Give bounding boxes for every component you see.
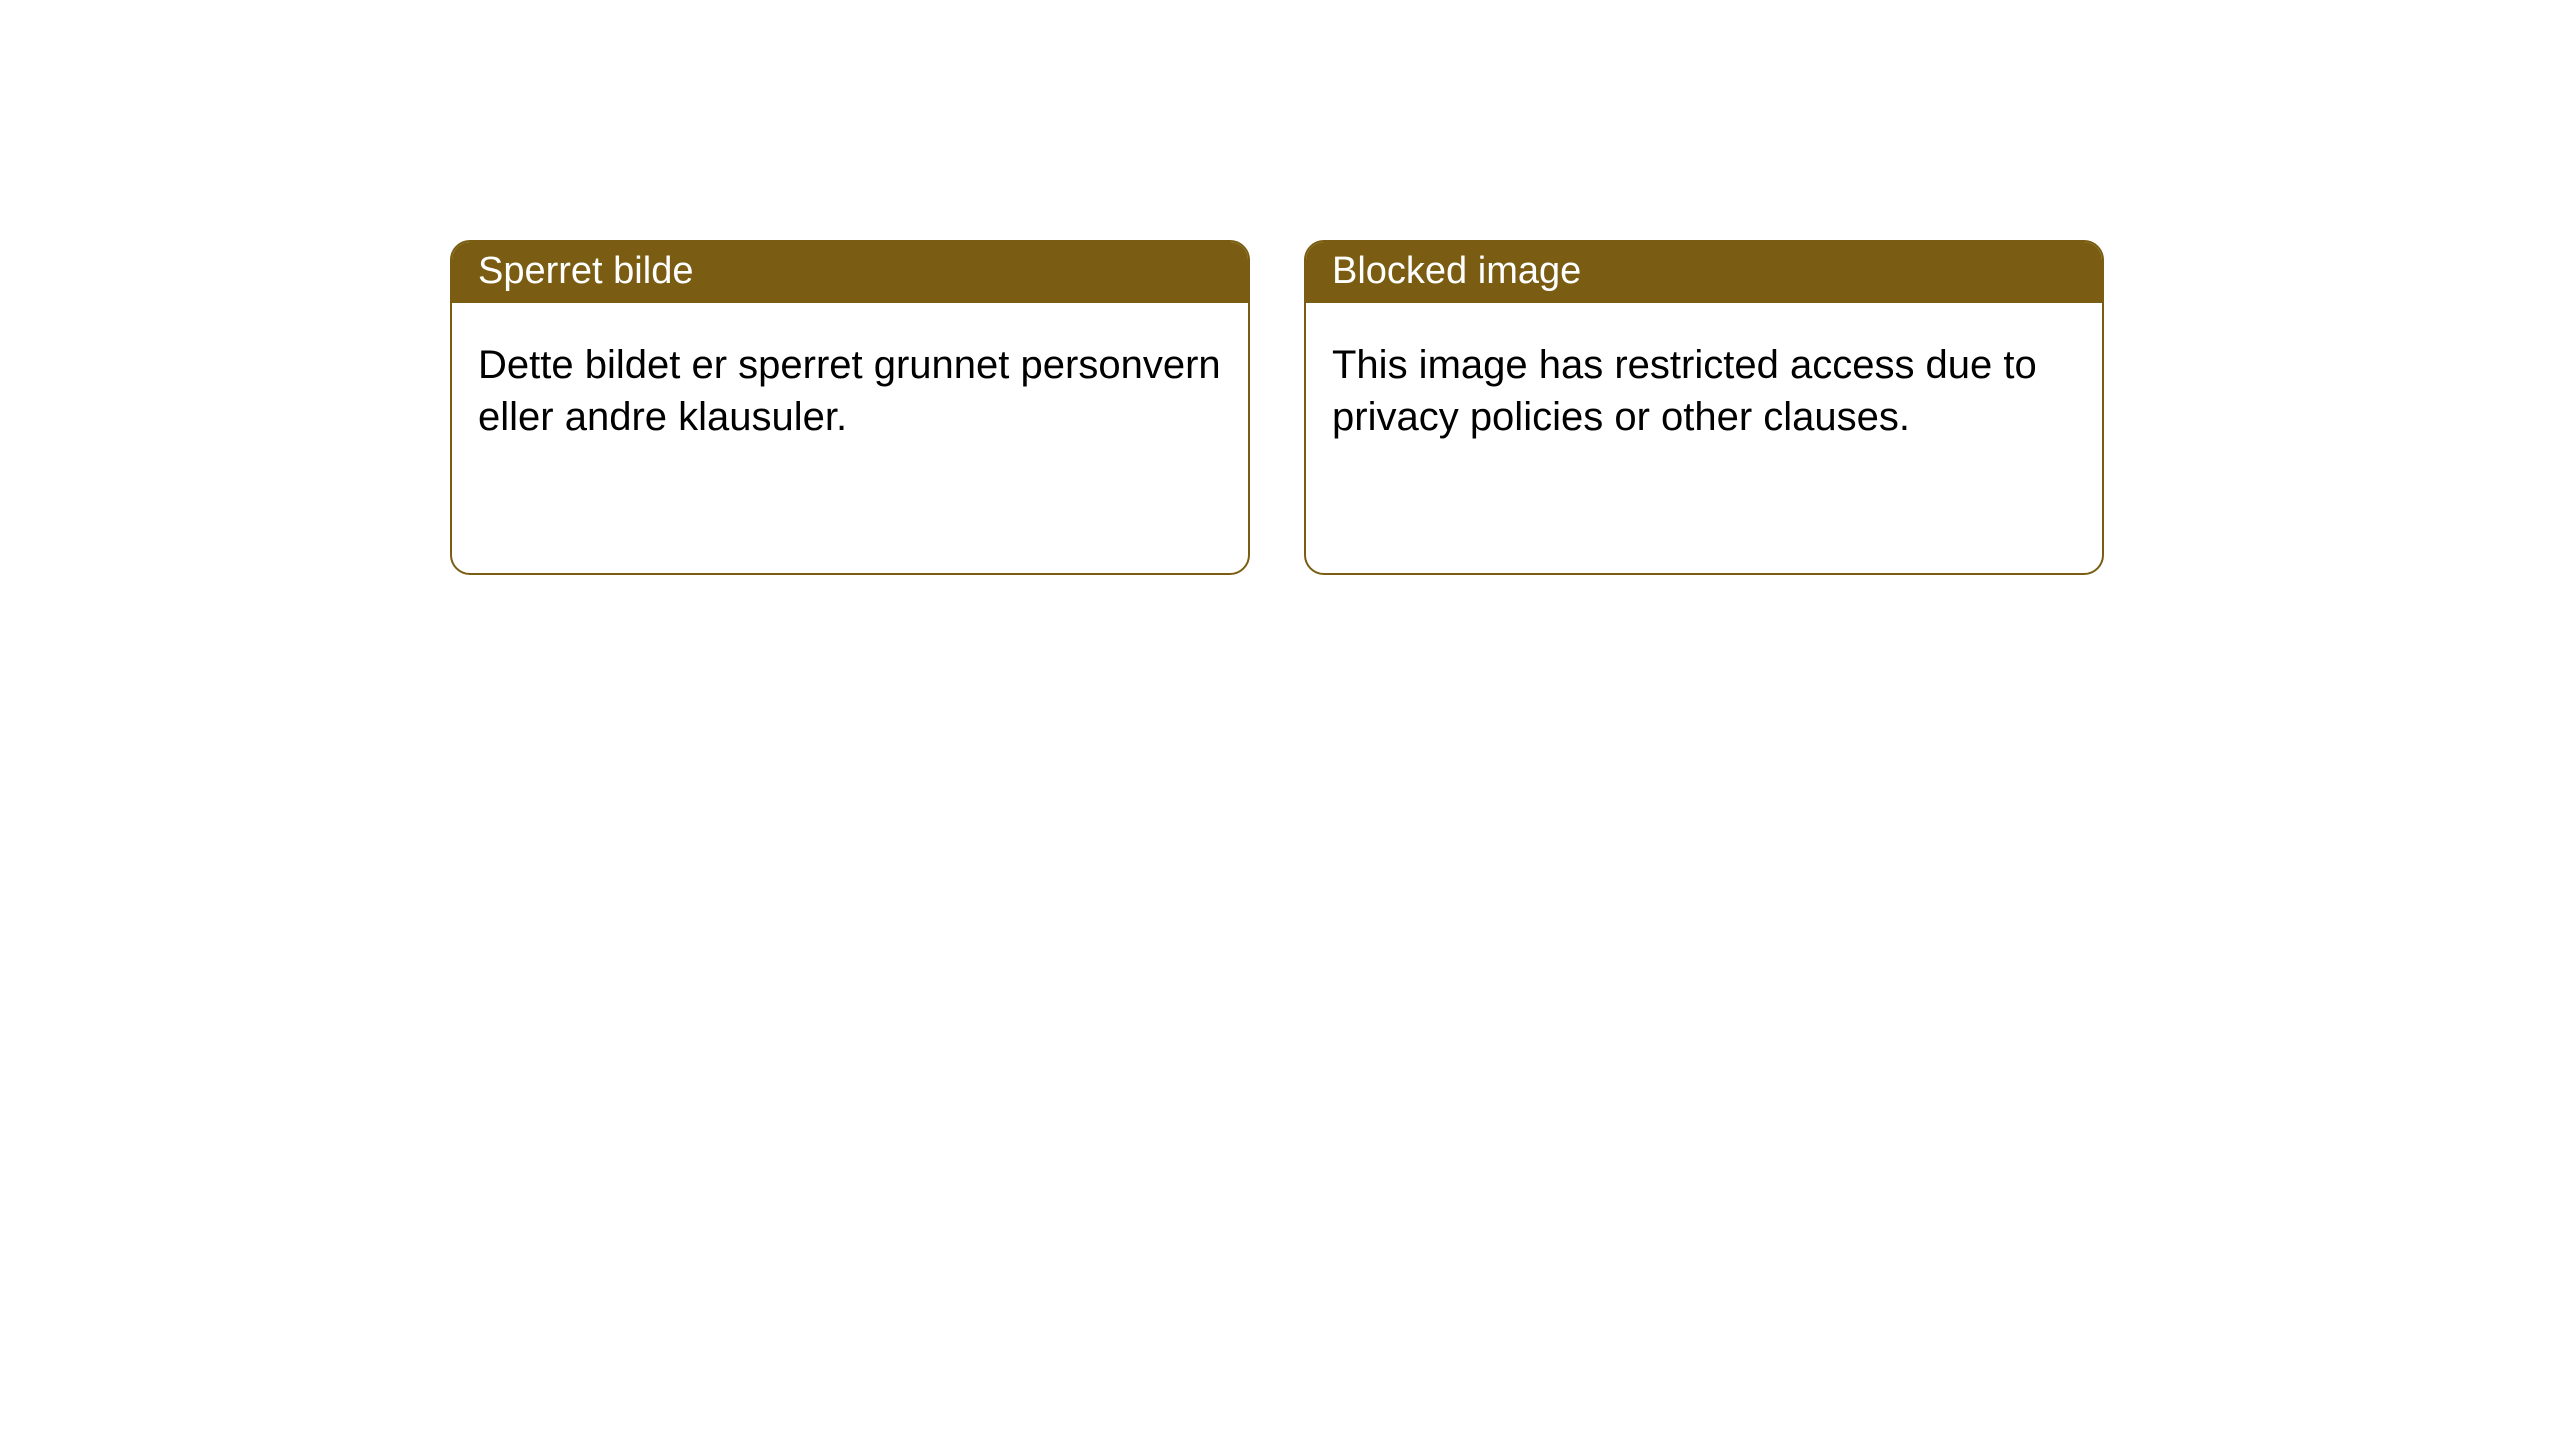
notice-card-english: Blocked image This image has restricted …: [1304, 240, 2104, 575]
notice-header-norwegian: Sperret bilde: [452, 242, 1248, 303]
notices-container: Sperret bilde Dette bildet er sperret gr…: [450, 240, 2104, 575]
notice-card-norwegian: Sperret bilde Dette bildet er sperret gr…: [450, 240, 1250, 575]
notice-header-english: Blocked image: [1306, 242, 2102, 303]
notice-body-english: This image has restricted access due to …: [1306, 303, 2102, 479]
notice-body-norwegian: Dette bildet er sperret grunnet personve…: [452, 303, 1248, 479]
